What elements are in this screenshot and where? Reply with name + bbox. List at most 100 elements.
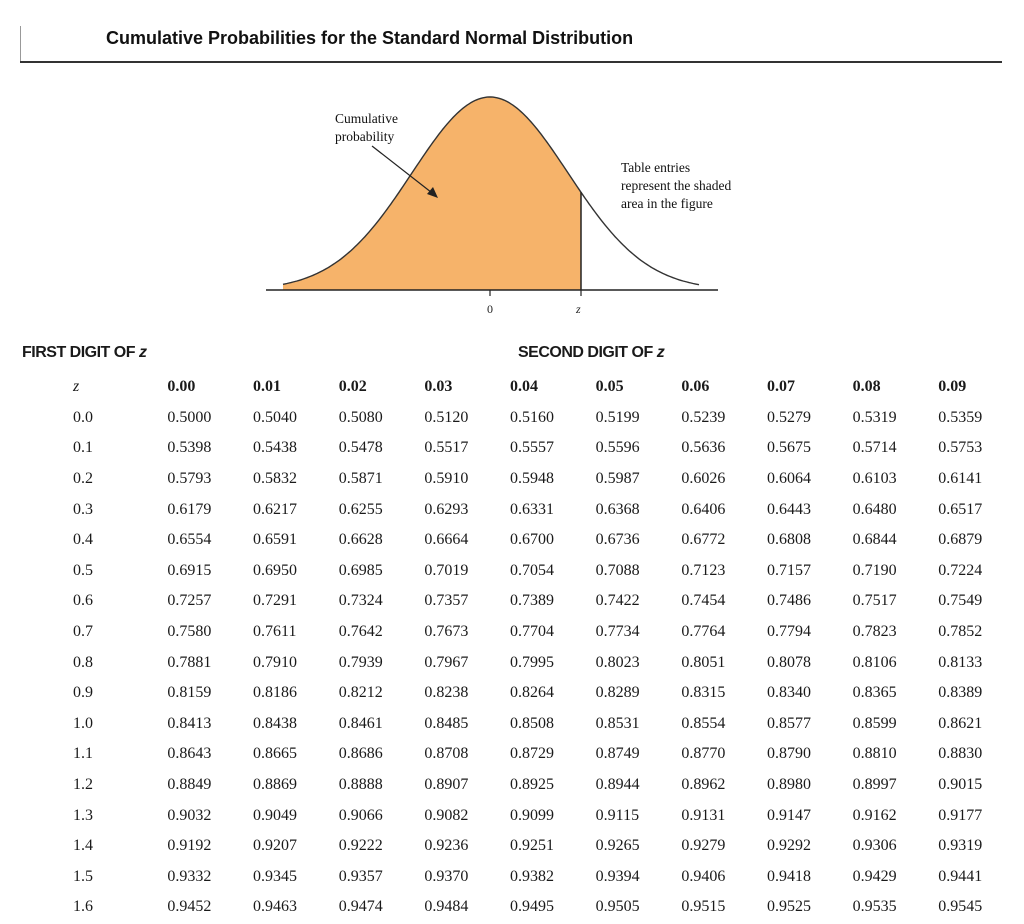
table-cell: 0.5160 (510, 408, 555, 426)
table-cell: 0.9177 (938, 806, 983, 824)
normal-curve (282, 96, 700, 286)
z-table: z 0.00 0.01 0.02 0.03 0.04 0.05 0.06 0.07 0.08 0.… (40, 372, 1024, 923)
table-cell: 0.9357 (338, 867, 383, 885)
table-cell: 0.5120 (424, 408, 469, 426)
first-digit-z: z (138, 344, 147, 361)
table-cell: 0.5948 (510, 470, 555, 488)
table-cell: 0.5359 (938, 408, 983, 426)
table-cell: 0.7486 (766, 592, 811, 610)
table-cell: 0.9394 (595, 867, 640, 885)
cumulative-probability-label: Cumulative probability (335, 110, 398, 146)
table-cell: 0.5279 (766, 408, 811, 426)
table-row: 1.2 0.8849 0.8869 0.8888 0.8907 0.8925 0.8944 0… (40, 770, 1024, 801)
table-cell: 0.8438 (253, 714, 298, 732)
row-z-value: 0.0 (73, 408, 93, 426)
normal-curve-figure (266, 96, 718, 296)
table-cell: 0.8264 (510, 684, 555, 702)
table-cell: 0.6255 (338, 500, 383, 518)
table-cell: 0.9015 (938, 776, 983, 794)
table-cell: 0.9382 (510, 867, 555, 885)
table-row: 1.3 0.9032 0.9049 0.9066 0.9082 0.9099 0.9115 0… (40, 800, 1024, 831)
table-cell: 0.9505 (595, 898, 640, 916)
table-cell: 0.8531 (595, 714, 640, 732)
row-z-value: 0.6 (73, 592, 93, 610)
table-cell: 0.7019 (424, 561, 469, 579)
table-cell: 0.6664 (424, 531, 469, 549)
table-cell: 0.9484 (424, 898, 469, 916)
table-cell: 0.5438 (253, 439, 298, 457)
table-cell: 0.8389 (938, 684, 983, 702)
table-cell: 0.6179 (167, 500, 212, 518)
table-cell: 0.5080 (338, 408, 383, 426)
table-row: 1.5 0.9332 0.9345 0.9357 0.9370 0.9382 0.9394 0… (40, 862, 1024, 893)
column-header: 0.09 (938, 378, 967, 396)
table-row: 0.3 0.6179 0.6217 0.6255 0.6293 0.6331 0.6368 0… (40, 494, 1024, 525)
table-cell: 0.7389 (510, 592, 555, 610)
label-line-1: Cumulative (335, 111, 398, 126)
table-cell: 0.8365 (852, 684, 897, 702)
table-cell: 0.9406 (681, 867, 726, 885)
table-cell: 0.9370 (424, 867, 469, 885)
table-cell: 0.9474 (338, 898, 383, 916)
table-cell: 0.5517 (424, 439, 469, 457)
table-cell: 0.9418 (766, 867, 811, 885)
table-cell: 0.6480 (852, 500, 897, 518)
row-z-value: 1.6 (73, 898, 93, 916)
table-cell: 0.9066 (338, 806, 383, 824)
table-cell: 0.7967 (424, 653, 469, 671)
second-digit-heading: SECOND DIGIT OF z (518, 344, 665, 362)
table-row: 0.9 0.8159 0.8186 0.8212 0.8238 0.8264 0.8289 0… (40, 678, 1024, 709)
table-cell: 0.8461 (338, 714, 383, 732)
table-cell: 0.7123 (681, 561, 726, 579)
column-header: 0.00 (167, 378, 196, 396)
table-cell: 0.8888 (338, 776, 383, 794)
table-cell: 0.8770 (681, 745, 726, 763)
table-cell: 0.8907 (424, 776, 469, 794)
table-cell: 0.8599 (852, 714, 897, 732)
table-cell: 0.7422 (595, 592, 640, 610)
table-cell: 0.7794 (766, 623, 811, 641)
table-cell: 0.8078 (766, 653, 811, 671)
table-cell: 0.7517 (852, 592, 897, 610)
table-cell: 0.7549 (938, 592, 983, 610)
table-cell: 0.7642 (338, 623, 383, 641)
row-z-value: 1.5 (73, 867, 93, 885)
table-cell: 0.8212 (338, 684, 383, 702)
column-header: 0.08 (852, 378, 881, 396)
row-z-value: 1.4 (73, 837, 93, 855)
table-cell: 0.6554 (167, 531, 212, 549)
z-column-header: z (73, 378, 80, 396)
axis-zero-label: 0 (487, 302, 493, 316)
left-rule (20, 26, 21, 62)
table-cell: 0.5675 (766, 439, 811, 457)
table-cell: 0.8508 (510, 714, 555, 732)
table-cell: 0.6950 (253, 561, 298, 579)
table-cell: 0.8554 (681, 714, 726, 732)
table-cell: 0.6808 (766, 531, 811, 549)
table-cell: 0.7995 (510, 653, 555, 671)
note-line-2: represent the shaded (621, 178, 732, 193)
table-cell: 0.8944 (595, 776, 640, 794)
table-cell: 0.5910 (424, 470, 469, 488)
table-cell: 0.9332 (167, 867, 212, 885)
table-cell: 0.7088 (595, 561, 640, 579)
column-header: 0.03 (424, 378, 453, 396)
table-cell: 0.6844 (852, 531, 897, 549)
table-cell: 0.8051 (681, 653, 726, 671)
table-cell: 0.8686 (338, 745, 383, 763)
table-cell: 0.8106 (852, 653, 897, 671)
table-cell: 0.8186 (253, 684, 298, 702)
table-cell: 0.7910 (253, 653, 298, 671)
table-cell: 0.6026 (681, 470, 726, 488)
table-cell: 0.9207 (253, 837, 298, 855)
table-cell: 0.6064 (766, 470, 811, 488)
table-cell: 0.7054 (510, 561, 555, 579)
table-cell: 0.5239 (681, 408, 726, 426)
table-cell: 0.9535 (852, 898, 897, 916)
axis-z-label: z (576, 302, 581, 316)
table-cell: 0.8340 (766, 684, 811, 702)
table-cell: 0.5753 (938, 439, 983, 457)
table-cell: 0.9222 (338, 837, 383, 855)
table-cell: 0.7324 (338, 592, 383, 610)
table-cell: 0.6985 (338, 561, 383, 579)
